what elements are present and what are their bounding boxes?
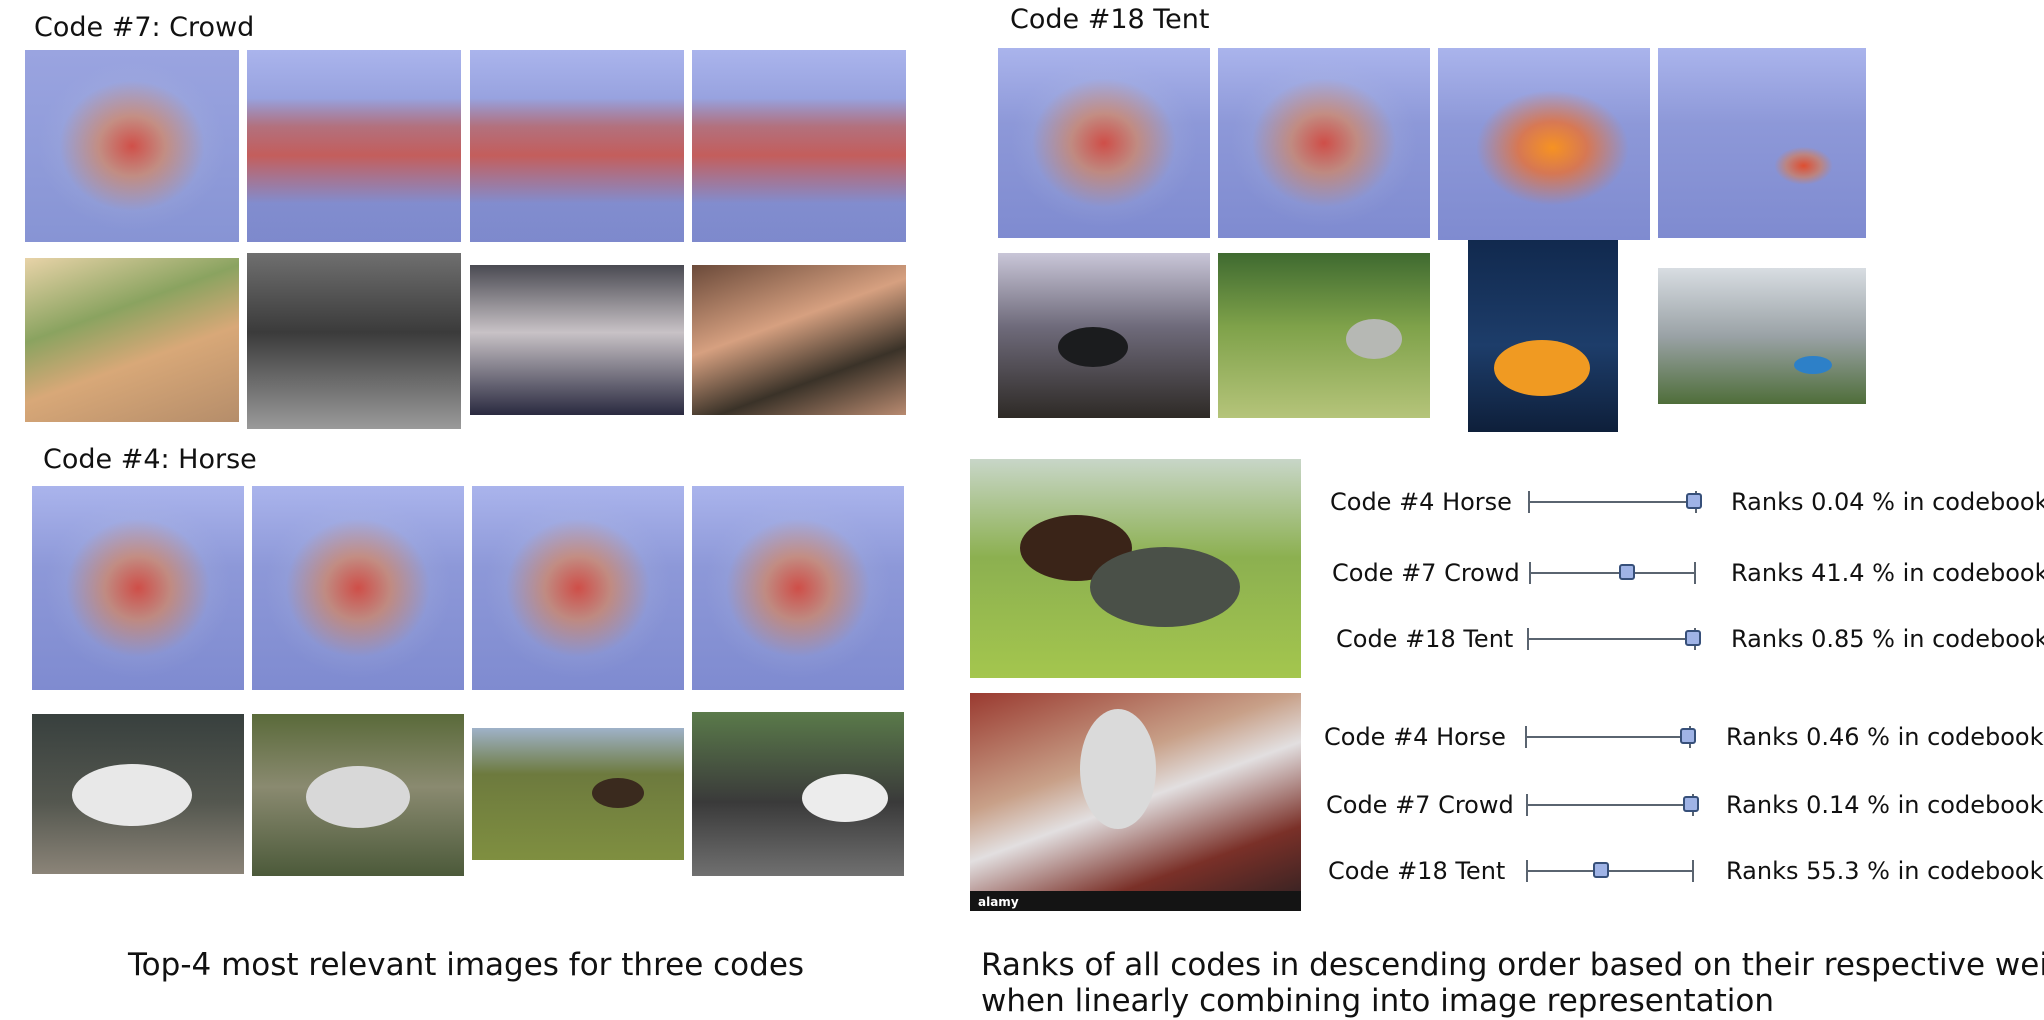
rank-slider-track [1530,572,1695,574]
rank-code-label: Code #4 Horse [1330,488,1512,516]
crowd-photo-2 [247,253,461,429]
crowd-heatmap-1 [25,50,239,242]
rank-slider-tick-start [1528,491,1530,513]
rank-row-2: Code #7 Crowd Ranks 41.4 % in codebook [0,553,2044,593]
crowd-photo-3 [470,265,684,415]
horse-heatmap-3 [472,486,684,690]
rank-slider-handle [1680,728,1696,744]
horse-photo-1 [32,714,244,874]
rank-value-text: Ranks 0.14 % in codebook [1726,791,2044,819]
tent-heatmap-1 [998,48,1210,238]
rank-value-text: Ranks 0.85 % in codebook [1731,625,2044,653]
horse-heatmap-4 [692,486,904,690]
tent-photo-4 [1658,268,1866,404]
rank-slider-tick-end [1692,860,1694,882]
rank-value-text: Ranks 0.04 % in codebook [1731,488,2044,516]
rank-row-6: Code #18 Tent Ranks 55.3 % in codebook [0,851,2044,891]
tent-heatmap-2 [1218,48,1430,238]
horse-heatmap-1 [32,486,244,690]
rank-slider-track [1529,501,1696,503]
rank-slider-tick-start [1526,860,1528,882]
rank-slider-track [1527,870,1693,872]
horse-photo-4 [692,712,904,876]
right-caption-line-2: when linearly combining into image repre… [981,983,1775,1019]
rank-value-text: Ranks 55.3 % in codebook [1726,857,2044,885]
left-caption: Top-4 most relevant images for three cod… [128,947,805,983]
rank-code-label: Code #7 Crowd [1332,559,1520,587]
horse-photo-2 [252,714,464,876]
rank-slider-handle [1593,862,1610,878]
rank-code-label: Code #18 Tent [1328,857,1506,885]
tent-heatmap-3 [1438,48,1650,240]
rank-code-label: Code #4 Horse [1324,723,1506,751]
watermark-text: alamy [978,895,1019,909]
rank-slider-tick-start [1525,726,1527,748]
rank-slider-tick-start [1529,562,1531,584]
watermark-strip: alamy [970,891,1301,911]
horse-heatmap-2 [252,486,464,690]
horse-photo-3 [472,728,684,860]
rank-code-label: Code #7 Crowd [1326,791,1514,819]
crowd-heatmap-4 [692,50,906,242]
tent-panel-title: Code #18 Tent [1010,4,1210,35]
right-caption-line-1: Ranks of all codes in descending order b… [981,947,2044,983]
rank-slider-track [1527,804,1693,806]
rank-slider-track [1526,736,1690,738]
rank-slider-handle [1683,796,1699,812]
rank-slider-tick-start [1526,794,1528,816]
horse-tent-photo [970,459,1301,678]
tent-photo-2 [1218,253,1430,418]
tent-heatmap-4 [1658,48,1866,238]
crowd-photo-1 [25,258,239,422]
crowd-heatmap-3 [470,50,684,242]
horse-crowd-photo: alamy [970,693,1301,911]
rank-value-text: Ranks 41.4 % in codebook [1731,559,2044,587]
rank-slider-track [1528,638,1695,640]
tent-photo-3 [1468,240,1618,432]
rank-slider-handle [1686,493,1702,509]
rank-slider-tick-end [1694,562,1696,584]
rank-row-4: Code #4 Horse Ranks 0.46 % in codebook [0,717,2044,757]
tent-photo-1 [998,253,1210,418]
crowd-panel-title: Code #7: Crowd [34,12,255,43]
rank-value-text: Ranks 0.46 % in codebook [1726,723,2044,751]
rank-code-label: Code #18 Tent [1336,625,1514,653]
crowd-heatmap-2 [247,50,461,242]
rank-slider-handle [1618,564,1635,580]
crowd-photo-4 [692,265,906,415]
rank-slider-tick-start [1527,628,1529,650]
rank-row-5: Code #7 Crowd Ranks 0.14 % in codebook [0,785,2044,825]
rank-row-1: Code #4 Horse Ranks 0.04 % in codebook [0,482,2044,522]
horse-panel-title: Code #4: Horse [43,444,257,475]
rank-row-3: Code #18 Tent Ranks 0.85 % in codebook [0,619,2044,659]
rank-slider-handle [1685,630,1701,646]
